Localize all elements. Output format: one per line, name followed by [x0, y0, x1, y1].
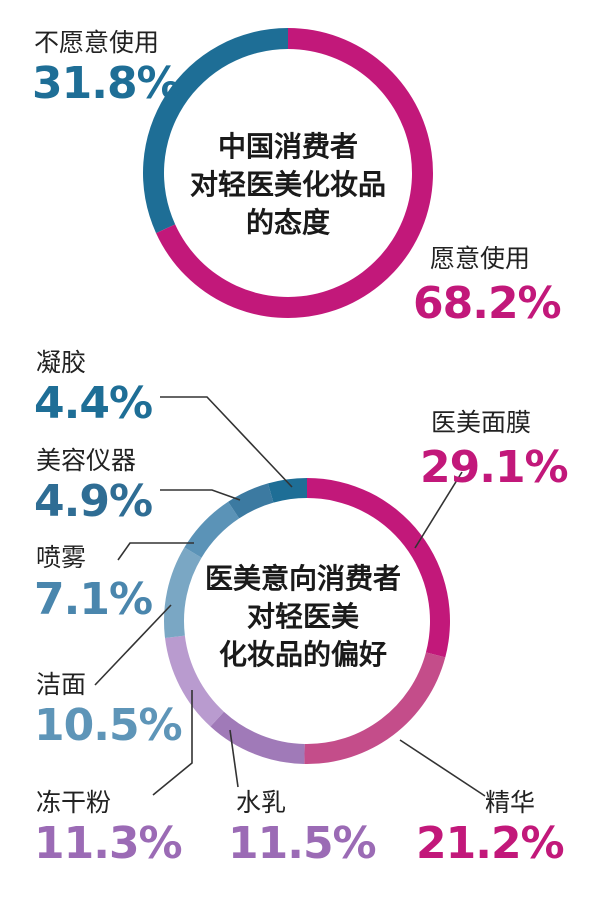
slice-label-serum: 精华 [485, 788, 536, 817]
slice-label-beauty-device: 美容仪器 [36, 446, 137, 475]
chart2-title-line: 对轻医美 [246, 600, 359, 633]
chart2-slice-5 [184, 501, 240, 558]
leader-line-freeze-dried [152, 690, 193, 796]
slice-value-serum: 21.2% [416, 818, 565, 869]
slice-label-mask: 医美面膜 [431, 408, 532, 437]
chart2-slice-4 [164, 547, 202, 639]
leader-line-gel [160, 396, 293, 488]
slice-label-cleanser: 洁面 [36, 670, 87, 699]
chart1-title-line: 对轻医美化妆品 [189, 168, 386, 201]
slice-label-unwilling: 不愿意使用 [34, 28, 160, 57]
slice-value-beauty-device: 4.9% [34, 476, 153, 527]
slice-value-gel: 4.4% [34, 378, 153, 429]
leader-line-spray [117, 542, 194, 561]
chart2-title-line: 化妆品的偏好 [218, 638, 387, 671]
chart2-slice-7 [267, 478, 307, 503]
leader-line-cleanser [94, 604, 172, 686]
chart2-slice-0 [307, 478, 450, 658]
slice-label-spray: 喷雾 [36, 543, 87, 572]
chart1-center-title: 中国消费者 对轻医美化妆品 的态度 [163, 128, 413, 242]
chart2-title-line: 医美意向消费者 [204, 562, 401, 595]
chart2-slice-2 [210, 711, 305, 764]
leader-line-beauty-device [160, 489, 241, 501]
chart2-slice-1 [304, 652, 446, 765]
chart1-title-line: 的态度 [245, 206, 330, 239]
leader-line-serum [399, 739, 486, 797]
slice-label-freeze-dried: 冻干粉 [36, 788, 112, 817]
slice-value-freeze-dried: 11.3% [34, 818, 183, 869]
slice-label-lotion: 水乳 [236, 788, 287, 817]
chart2-slice-6 [228, 483, 274, 519]
slice-value-cleanser: 10.5% [34, 700, 183, 751]
slice-value-lotion: 11.5% [228, 818, 377, 869]
slice-value-unwilling: 31.8% [32, 58, 181, 109]
leader-line-lotion [229, 729, 239, 788]
slice-value-willing: 68.2% [413, 278, 562, 329]
slice-value-mask: 29.1% [420, 442, 569, 493]
chart1-slice-0 [143, 28, 288, 234]
slice-label-gel: 凝胶 [36, 348, 87, 377]
chart2-slice-3 [165, 635, 224, 727]
chart1-title-line: 中国消费者 [217, 130, 358, 163]
chart2-center-title: 医美意向消费者 对轻医美 化妆品的偏好 [183, 560, 423, 674]
leader-line-mask [414, 471, 463, 549]
slice-value-spray: 7.1% [34, 574, 153, 625]
slice-label-willing: 愿意使用 [430, 244, 531, 273]
